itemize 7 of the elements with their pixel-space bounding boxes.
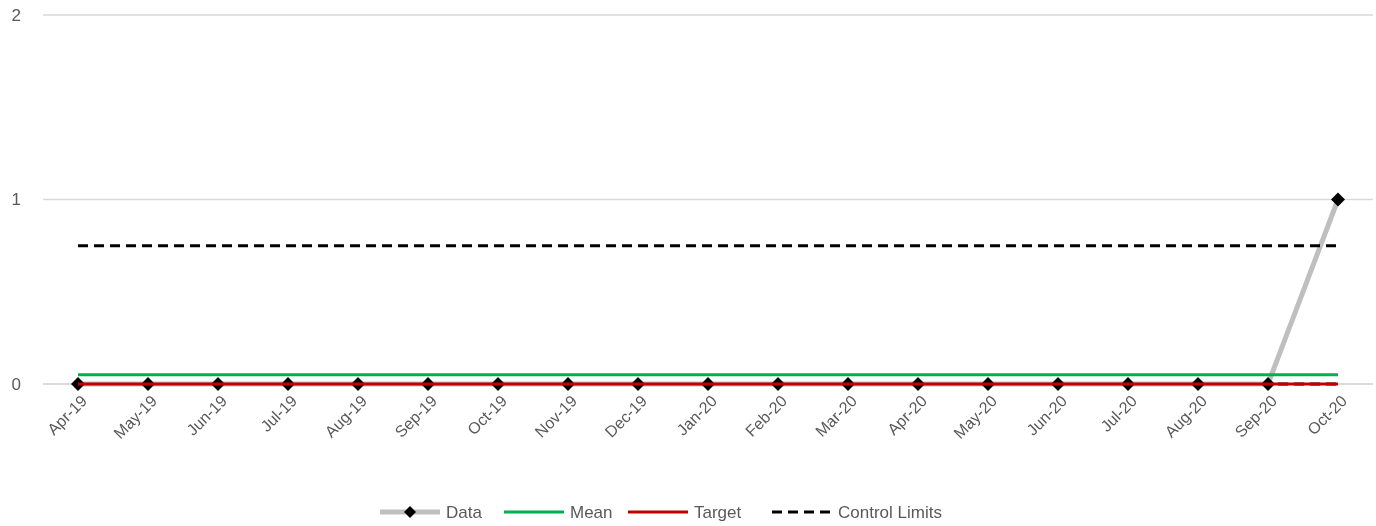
legend-label: Target	[694, 502, 742, 522]
legend-label: Control Limits	[838, 502, 942, 522]
y-tick-label: 0	[11, 374, 21, 394]
legend-label: Data	[446, 502, 483, 522]
y-tick-label: 1	[11, 190, 21, 210]
y-tick-label: 2	[11, 5, 21, 25]
legend-label: Mean	[570, 502, 613, 522]
